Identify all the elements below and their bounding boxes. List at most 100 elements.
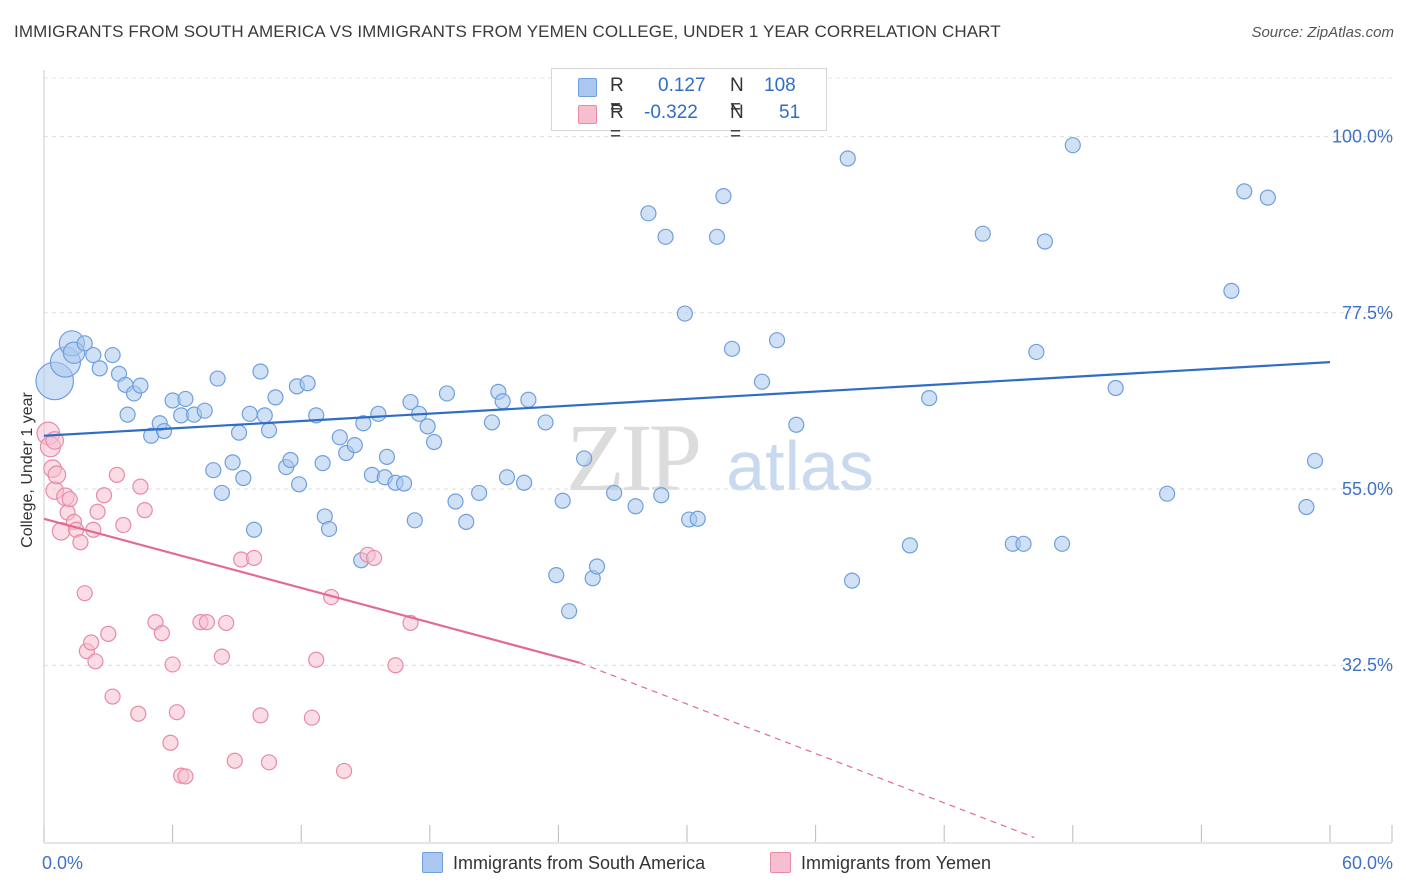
south-america-point	[627, 498, 644, 515]
south-america-point	[241, 405, 258, 422]
yemen-point	[83, 634, 100, 651]
yemen-point	[100, 625, 117, 642]
yemen-point	[132, 478, 149, 495]
south-america-point	[320, 520, 338, 538]
south-america-point	[1036, 233, 1054, 250]
south-america-point	[205, 462, 222, 479]
south-america-point	[458, 513, 475, 530]
south-america-point	[839, 150, 856, 167]
chart-title: IMMIGRANTS FROM SOUTH AMERICA VS IMMIGRA…	[14, 22, 1001, 41]
legend-swatch-yemen	[770, 852, 791, 873]
south-america-point	[378, 448, 396, 465]
south-america-point	[588, 558, 606, 575]
south-america-point	[419, 418, 436, 435]
south-america-point	[256, 407, 273, 424]
south-america-point	[91, 360, 108, 377]
legend-swatch-south-america	[422, 852, 443, 873]
south-america-point	[1223, 282, 1240, 299]
south-america-point	[438, 385, 456, 402]
x-tick-label: 60.0%	[1342, 853, 1393, 873]
yemen-point	[89, 503, 106, 520]
y-tick-label: 32.5%	[1342, 655, 1393, 675]
south-america-point	[104, 346, 121, 364]
south-america-point	[425, 433, 443, 451]
south-america-point	[1259, 189, 1276, 206]
south-america-point	[548, 567, 565, 584]
yemen-point	[260, 754, 278, 771]
yemen-point	[303, 709, 321, 726]
legend-swatch-yemen	[578, 105, 597, 124]
south-america-point	[230, 424, 248, 441]
south-america-point	[282, 451, 299, 469]
yemen-point	[387, 657, 404, 674]
yemen-point	[177, 768, 194, 785]
south-america-point	[155, 422, 173, 440]
yemen-point	[308, 651, 325, 668]
south-america-point	[520, 391, 537, 408]
yemen-point	[365, 549, 383, 567]
south-america-point	[370, 405, 387, 422]
watermark-atlas: atlas	[726, 427, 874, 505]
yemen-point	[108, 466, 125, 484]
south-america-point	[723, 340, 741, 357]
legend-n-label: N =	[730, 102, 744, 145]
south-america-point	[921, 390, 938, 407]
yemen-point	[136, 502, 153, 519]
south-america-point	[355, 415, 372, 432]
yemen-point	[198, 614, 215, 631]
south-america-point	[901, 537, 919, 554]
south-america-point	[395, 475, 413, 492]
south-america-point	[537, 414, 554, 431]
south-america-trend-line	[43, 361, 1331, 437]
legend-r-label: R =	[610, 75, 624, 118]
source-label: Source: ZipAtlas.com	[1251, 24, 1394, 41]
south-america-point	[346, 437, 363, 454]
south-america-point	[76, 335, 93, 352]
south-america-point	[483, 414, 501, 431]
legend-swatch-south-america	[578, 78, 597, 97]
south-america-point	[196, 402, 213, 419]
south-america-point	[753, 373, 771, 390]
south-america-point	[224, 454, 241, 471]
south-america-point	[119, 406, 136, 423]
x-tick-label: 0.0%	[42, 853, 83, 873]
yemen-point	[115, 516, 132, 534]
south-america-point	[470, 484, 488, 502]
south-america-point	[260, 422, 278, 439]
y-tick-label: 100.0%	[1332, 127, 1393, 147]
yemen-point	[213, 648, 230, 665]
south-america-point	[657, 228, 674, 245]
south-america-point	[331, 429, 348, 446]
south-america-point	[576, 450, 593, 467]
south-america-point	[498, 469, 516, 486]
correlation-legend: R = 0.127 N = 108 R = -0.322 N = 51	[551, 68, 827, 145]
yemen-point	[104, 688, 121, 705]
south-america-point	[245, 521, 263, 538]
south-america-point	[1028, 343, 1045, 361]
south-america-point	[132, 377, 149, 394]
south-america-point	[314, 455, 331, 472]
south-america-point	[213, 484, 230, 502]
south-america-point	[85, 346, 102, 364]
yemen-point	[153, 625, 170, 642]
south-america-point	[1159, 485, 1176, 502]
legend-r-label: R =	[610, 102, 624, 145]
south-america-point	[209, 370, 226, 387]
south-america-point	[974, 225, 991, 242]
y-tick-label: 55.0%	[1342, 479, 1393, 499]
south-america-point	[1298, 498, 1315, 516]
yemen-trend-extension	[579, 662, 1035, 839]
yemen-point	[226, 752, 243, 769]
south-america-point	[402, 393, 419, 411]
south-america-point	[235, 469, 252, 487]
south-america-point	[768, 332, 786, 349]
legend-r-value: 0.127	[658, 75, 706, 96]
legend-item-south-america: Immigrants from South America	[422, 852, 705, 874]
yemen-point	[168, 704, 185, 721]
south-america-point	[447, 493, 464, 510]
yemen-point	[164, 656, 181, 673]
south-america-point	[177, 390, 194, 408]
south-america-point	[299, 375, 316, 392]
yemen-point	[76, 585, 93, 602]
